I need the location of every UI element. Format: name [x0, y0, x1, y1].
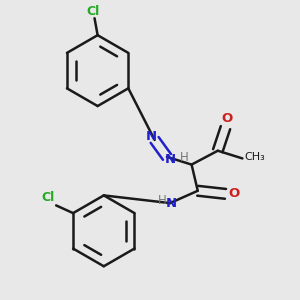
Text: CH₃: CH₃ [244, 152, 265, 162]
Text: N: N [164, 153, 175, 166]
Text: N: N [166, 197, 177, 210]
Text: Cl: Cl [41, 191, 55, 205]
Text: H: H [179, 151, 188, 164]
Text: H: H [158, 194, 167, 207]
Text: Cl: Cl [86, 4, 100, 18]
Text: N: N [146, 130, 157, 143]
Text: O: O [228, 187, 239, 200]
Text: O: O [221, 112, 233, 125]
